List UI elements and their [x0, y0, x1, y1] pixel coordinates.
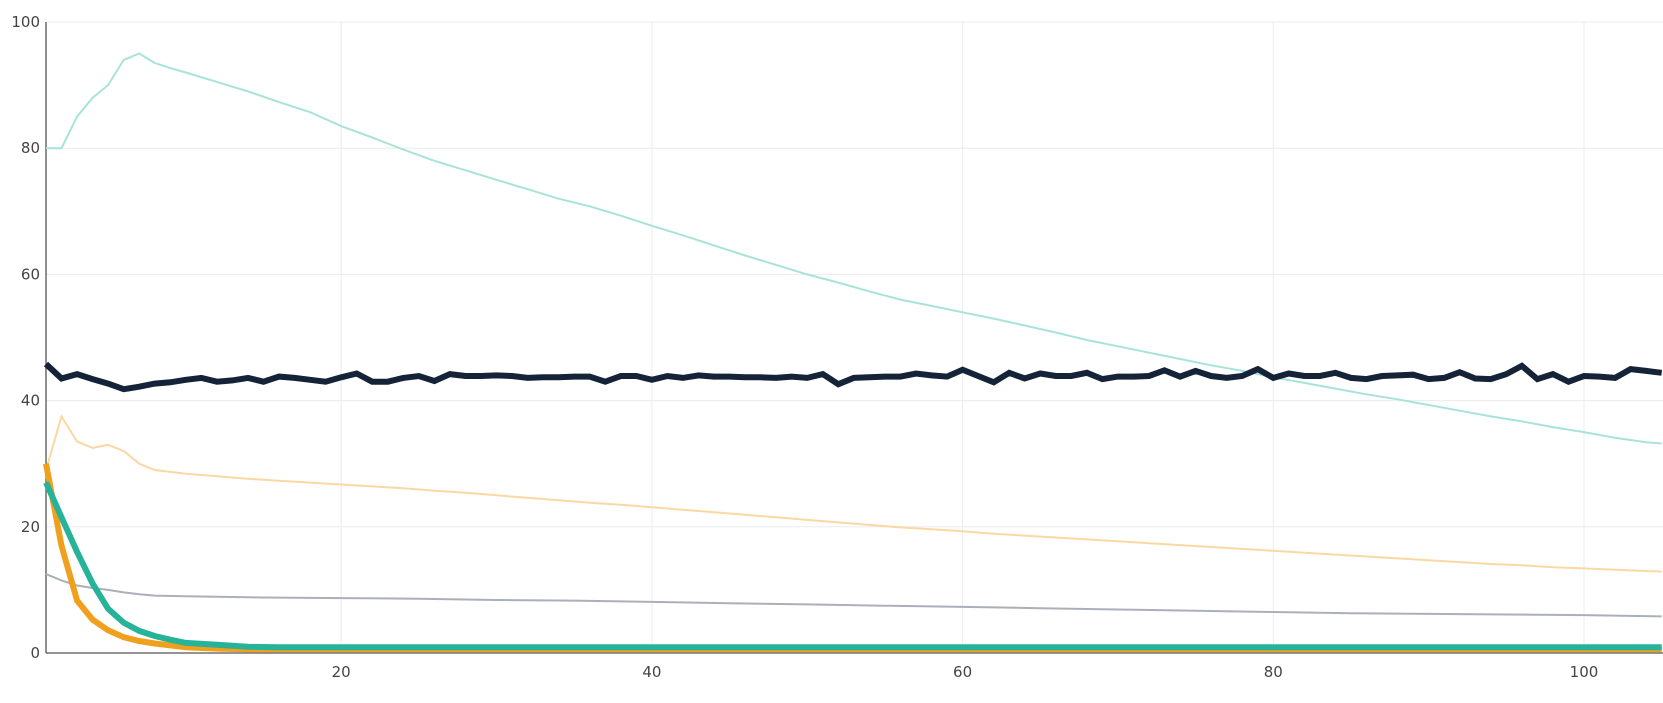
- y-tick-label: 0: [30, 644, 40, 662]
- y-tick-label: 80: [21, 139, 40, 157]
- y-tick-label: 40: [21, 392, 40, 410]
- series-line-6: [43, 481, 1662, 651]
- y-tick-label: 100: [11, 13, 40, 31]
- grid: [46, 21, 1663, 653]
- tick-labels: 0 20 40 60 80 100 20 40 60 80 100: [11, 13, 1598, 681]
- series-line-1: [46, 52, 1662, 445]
- x-tick-label: 20: [332, 663, 351, 681]
- series-group: [43, 52, 1663, 653]
- y-tick-label: 60: [21, 265, 40, 283]
- series-line-5: [43, 463, 1662, 653]
- series-line-4: [43, 361, 1663, 393]
- y-tick-label: 20: [21, 518, 40, 536]
- x-tick-label: 40: [642, 663, 661, 681]
- series-line-3: [45, 573, 1662, 618]
- x-tick-label: 60: [953, 663, 972, 681]
- axes: [45, 22, 1663, 654]
- x-tick-label: 100: [1570, 663, 1599, 681]
- series-line-2: [45, 413, 1662, 573]
- x-tick-label: 80: [1264, 663, 1283, 681]
